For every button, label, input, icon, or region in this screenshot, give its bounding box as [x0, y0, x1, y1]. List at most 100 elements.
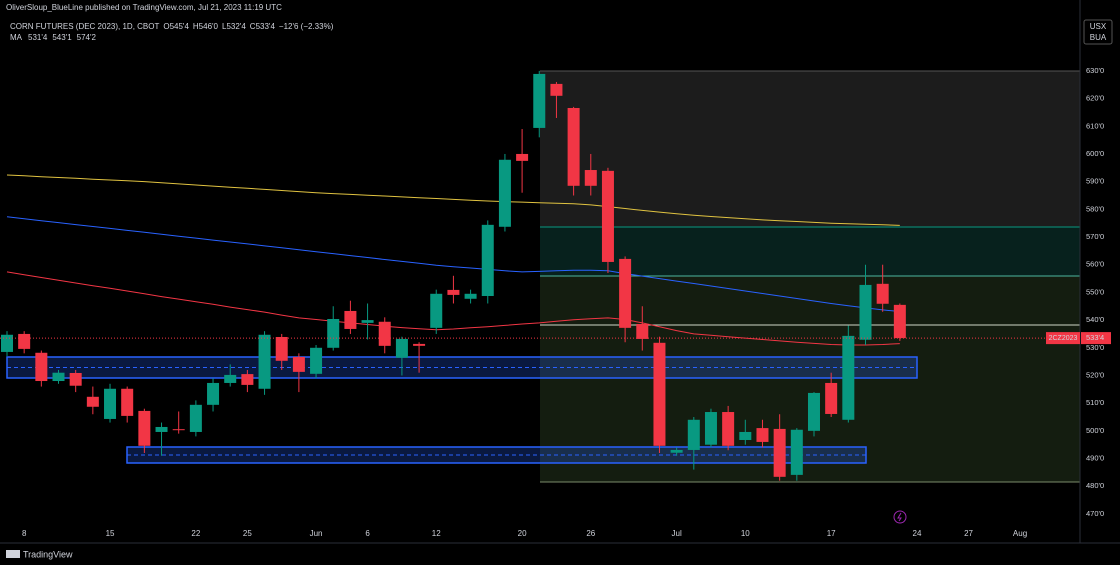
candle-body	[378, 321, 391, 346]
candle-body	[533, 73, 546, 128]
x-tick-label: 22	[191, 529, 200, 538]
x-tick-label: Jul	[672, 529, 682, 538]
footer: TradingView	[23, 549, 73, 559]
ohlc-stat: O545'4	[163, 22, 189, 31]
last-price-box	[1081, 332, 1111, 345]
y-tick-label: 630'0	[1086, 66, 1104, 75]
candle-body	[1, 334, 13, 352]
x-tick-label: Jun	[310, 529, 323, 538]
candle-body	[430, 293, 443, 328]
candle-body	[790, 429, 803, 475]
y-tick-label: 620'0	[1086, 94, 1104, 103]
x-tick-label: 17	[827, 529, 836, 538]
x-tick-label: Aug	[1013, 529, 1027, 538]
ma-line	[6, 216, 900, 312]
ma-value: 531'4	[28, 33, 48, 42]
y-tick-label: 550'0	[1086, 287, 1104, 296]
candle-body	[86, 396, 99, 407]
candle-body	[876, 283, 889, 304]
y-tick-label: 500'0	[1086, 426, 1104, 435]
unit: BUA	[1090, 33, 1107, 42]
candle-body	[241, 374, 254, 385]
logo	[6, 550, 20, 558]
x-tick-label: 12	[432, 529, 441, 538]
ma-value: 543'1	[52, 33, 72, 42]
y-tick-label: 610'0	[1086, 121, 1104, 130]
candle-body	[52, 372, 65, 382]
candle-body	[619, 258, 632, 328]
y-tick-label: 560'0	[1086, 260, 1104, 269]
plot	[1, 70, 906, 481]
support-zone	[126, 446, 867, 464]
ohlc-stat: C533'4	[250, 22, 276, 31]
ohlc-stat: L532'4	[222, 22, 246, 31]
y-tick-label: 470'0	[1086, 509, 1104, 518]
candle-body	[18, 333, 31, 349]
ma-value: 574'2	[77, 33, 97, 42]
candle-body	[464, 293, 477, 299]
y-tick-label: 530'0	[1086, 343, 1104, 352]
candle-body	[550, 83, 563, 96]
candle-body	[773, 428, 786, 477]
candle-body	[327, 318, 340, 348]
candle-body	[636, 323, 649, 339]
candle-body	[224, 374, 237, 383]
event-icon-bolt	[897, 512, 902, 522]
ohlc-stat: H546'0	[193, 22, 219, 31]
x-tick-label: 27	[964, 529, 973, 538]
ma-line	[6, 174, 900, 226]
event-icon[interactable]	[893, 510, 907, 524]
candle-body	[722, 412, 735, 446]
y-tick-label: 540'0	[1086, 315, 1104, 324]
candle-body	[275, 336, 288, 361]
chart-title: CORN FUTURES (DEC 2023), 1D, CBOT	[10, 22, 159, 31]
candle-body	[687, 419, 700, 450]
x-tick-label: 20	[518, 529, 527, 538]
candle-body	[189, 404, 202, 432]
candle-body	[670, 449, 683, 453]
currency: USX	[1090, 22, 1107, 31]
y-tick-label: 490'0	[1086, 454, 1104, 463]
candle-body	[893, 304, 906, 339]
candle-body	[69, 372, 82, 386]
y-tick-label: 570'0	[1086, 232, 1104, 241]
ohlc-stat: −12'6 (−2.33%)	[279, 22, 334, 31]
y-tick-label: 590'0	[1086, 177, 1104, 186]
x-tick-label: 10	[741, 529, 750, 538]
candle-body	[825, 382, 838, 414]
candle-body	[601, 170, 614, 262]
candle-body	[567, 107, 580, 186]
candle-body	[807, 392, 820, 431]
candle-body	[292, 356, 305, 372]
candle-body	[704, 412, 717, 445]
ma-label: MA	[10, 33, 23, 42]
candle-body	[258, 334, 271, 389]
candle-body	[859, 284, 872, 340]
currency-box[interactable]	[1083, 19, 1113, 45]
y-tick-label: 480'0	[1086, 481, 1104, 490]
candle-body	[584, 170, 597, 186]
candle-body	[155, 426, 168, 432]
candle-body	[413, 343, 426, 346]
candle-body	[121, 388, 134, 416]
candle-body	[653, 342, 666, 446]
candle-body	[481, 224, 494, 297]
candle-body	[516, 153, 529, 161]
candle-body	[172, 429, 185, 431]
published: OliverSloup_BlueLine published on Tradin…	[6, 3, 282, 12]
x-tick-label: 8	[22, 529, 27, 538]
candle-body	[498, 159, 511, 227]
last-price-label: 533'4	[1086, 333, 1104, 342]
x-tick-label: 24	[913, 529, 922, 538]
candle-body	[756, 428, 769, 442]
symbol-tag: 2CZ2023	[1049, 335, 1078, 342]
candle-body	[207, 382, 220, 405]
candle-body	[361, 320, 374, 323]
symbol-tag-box	[1046, 332, 1080, 345]
y-tick-label: 580'0	[1086, 204, 1104, 213]
y-tick-label: 520'0	[1086, 370, 1104, 379]
candle-body	[310, 347, 323, 374]
candle-body	[344, 310, 357, 329]
candle-body	[35, 352, 48, 382]
